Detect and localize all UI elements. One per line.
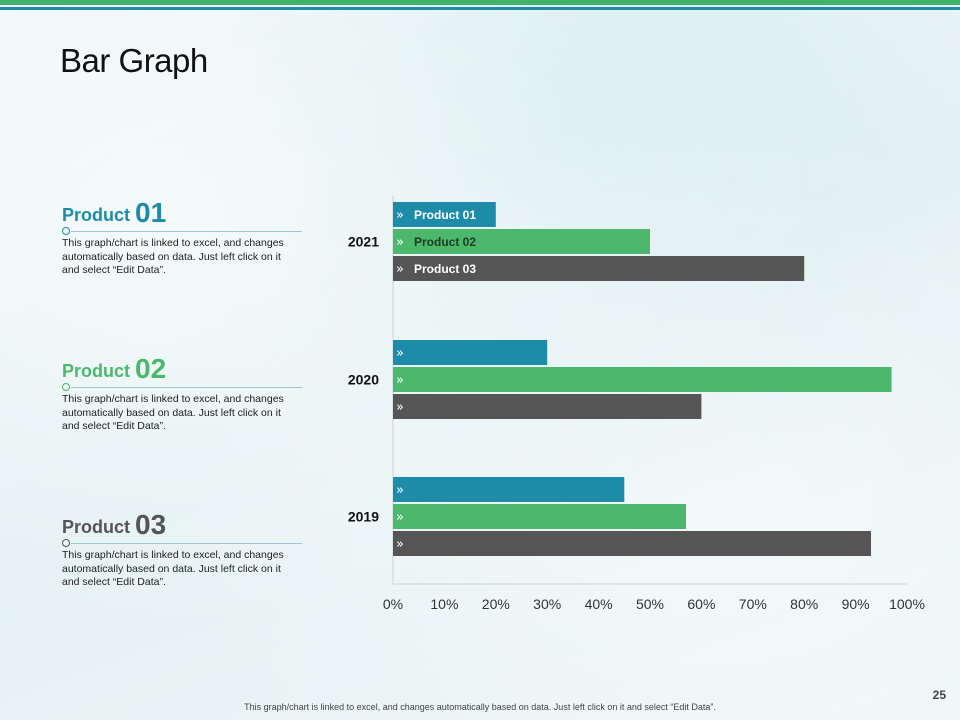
product-label: Product [62, 361, 131, 381]
top-accent-bar-green [0, 0, 960, 5]
bar [393, 504, 686, 529]
page-title: Bar Graph [60, 42, 208, 79]
circle-icon [62, 227, 70, 235]
x-tick-label: 70% [739, 596, 767, 612]
category-label: 2021 [348, 234, 379, 250]
product-description: This graph/chart is linked to excel, and… [62, 549, 284, 588]
bar-marker-icon: » [396, 510, 404, 525]
product-heading: Product 01 [62, 196, 302, 228]
bar-marker-icon: » [396, 262, 404, 277]
product-label: Product [62, 517, 131, 537]
product-block-02: Product 02 This graph/chart is linked to… [62, 352, 302, 434]
category-label: 2019 [348, 509, 379, 525]
footer-note: This graph/chart is linked to excel, and… [244, 702, 716, 712]
series-label: Product 02 [414, 235, 476, 249]
bar [393, 367, 892, 392]
product-block-01: Product 01 This graph/chart is linked to… [62, 196, 302, 278]
x-tick-label: 100% [889, 596, 925, 612]
bar-marker-icon: » [396, 235, 404, 250]
bar [393, 531, 872, 556]
category-label: 2020 [348, 372, 379, 388]
product-heading: Product 02 [62, 352, 302, 384]
bar-marker-icon: » [396, 373, 404, 388]
product-divider [62, 382, 302, 392]
bar [393, 340, 548, 365]
bar-marker-icon: » [396, 483, 404, 498]
x-tick-label: 20% [482, 596, 510, 612]
product-number: 01 [135, 197, 167, 228]
product-description: This graph/chart is linked to excel, and… [62, 393, 284, 432]
x-tick-label: 10% [430, 596, 458, 612]
bar [393, 202, 496, 227]
bar-marker-icon: » [396, 400, 404, 415]
circle-icon [62, 539, 70, 547]
product-divider [62, 538, 302, 548]
product-description: This graph/chart is linked to excel, and… [62, 237, 284, 276]
x-tick-label: 90% [842, 596, 870, 612]
product-number: 02 [135, 353, 167, 384]
series-label: Product 03 [414, 262, 476, 276]
bar [393, 394, 702, 419]
product-divider [62, 226, 302, 236]
bar [393, 256, 805, 281]
x-tick-label: 60% [687, 596, 715, 612]
top-accent-bar-teal [0, 7, 960, 10]
x-tick-label: 50% [636, 596, 664, 612]
x-tick-label: 0% [383, 596, 403, 612]
x-tick-label: 80% [790, 596, 818, 612]
product-number: 03 [135, 509, 167, 540]
product-label: Product [62, 205, 131, 225]
page-number: 25 [932, 688, 946, 702]
x-tick-label: 40% [585, 596, 613, 612]
series-label: Product 01 [414, 208, 476, 222]
bar-marker-icon: » [396, 537, 404, 552]
circle-icon [62, 383, 70, 391]
bar-marker-icon: » [396, 346, 404, 361]
bar [393, 229, 650, 254]
x-tick-label: 30% [533, 596, 561, 612]
bar-marker-icon: » [396, 208, 404, 223]
product-heading: Product 03 [62, 508, 302, 540]
product-block-03: Product 03 This graph/chart is linked to… [62, 508, 302, 590]
bar [393, 477, 625, 502]
